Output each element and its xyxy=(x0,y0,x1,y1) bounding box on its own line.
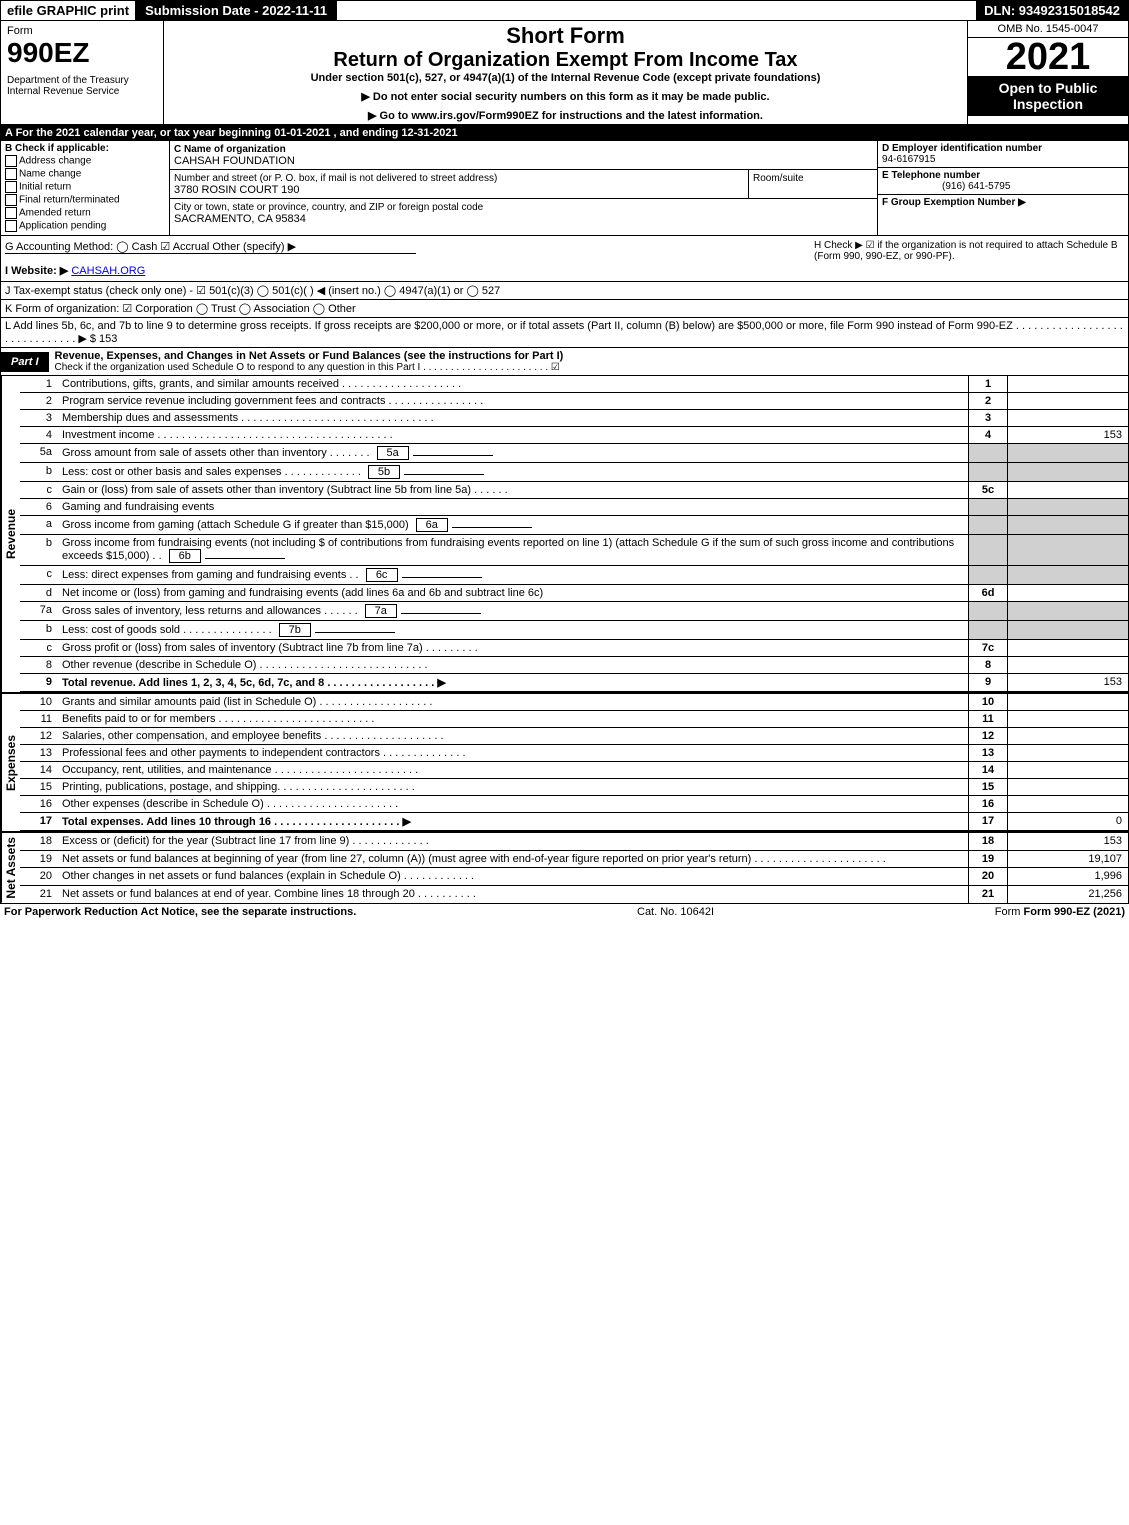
line-6b: bGross income from fundraising events (n… xyxy=(20,535,1128,566)
d-label: D Employer identification number xyxy=(882,143,1042,154)
expenses-section: Expenses 10Grants and similar amounts pa… xyxy=(0,692,1129,831)
part1-header: Part I Revenue, Expenses, and Changes in… xyxy=(0,348,1129,376)
line-5b: bLess: cost or other basis and sales exp… xyxy=(20,463,1128,482)
line-k: K Form of organization: ☑ Corporation ◯ … xyxy=(0,300,1129,318)
line-7a: 7aGross sales of inventory, less returns… xyxy=(20,602,1128,621)
line-14: 14Occupancy, rent, utilities, and mainte… xyxy=(20,762,1128,779)
submission-date: Submission Date - 2022-11-11 xyxy=(135,1,337,20)
line-1: 1Contributions, gifts, grants, and simil… xyxy=(20,376,1128,393)
part1-sub: Check if the organization used Schedule … xyxy=(55,362,1122,373)
footer-right: Form Form 990-EZ (2021) xyxy=(995,906,1125,918)
org-name: CAHSAH FOUNDATION xyxy=(174,155,295,167)
city-label: City or town, state or province, country… xyxy=(174,202,483,213)
line-20: 20Other changes in net assets or fund ba… xyxy=(20,868,1128,886)
cb-name-change[interactable]: Name change xyxy=(5,168,165,180)
phone-value: (916) 641-5795 xyxy=(882,181,1010,192)
line-13: 13Professional fees and other payments t… xyxy=(20,745,1128,762)
line-16: 16Other expenses (describe in Schedule O… xyxy=(20,796,1128,813)
cb-label: Application pending xyxy=(19,221,106,232)
line-6a: aGross income from gaming (attach Schedu… xyxy=(20,516,1128,535)
part1-tag: Part I xyxy=(1,352,49,372)
cb-label: Initial return xyxy=(19,182,71,193)
line-5a: 5aGross amount from sale of assets other… xyxy=(20,444,1128,463)
efile-link[interactable]: efile GRAPHIC print xyxy=(1,1,135,20)
form-header: Form 990EZ Department of the Treasury In… xyxy=(0,21,1129,125)
form-word: Form xyxy=(7,25,157,37)
line-8: 8Other revenue (describe in Schedule O) … xyxy=(20,657,1128,674)
line-2: 2Program service revenue including gover… xyxy=(20,393,1128,410)
footer-mid: Cat. No. 10642I xyxy=(637,906,714,918)
main-title: Return of Organization Exempt From Incom… xyxy=(172,49,959,72)
line-4: 4Investment income . . . . . . . . . . .… xyxy=(20,427,1128,444)
line-7b: bLess: cost of goods sold . . . . . . . … xyxy=(20,621,1128,640)
website-label: I Website: ▶ xyxy=(5,265,68,277)
footer-left: For Paperwork Reduction Act Notice, see … xyxy=(4,906,356,918)
street-label: Number and street (or P. O. box, if mail… xyxy=(174,173,497,184)
e-label: E Telephone number xyxy=(882,170,980,181)
col-def: D Employer identification number 94-6167… xyxy=(877,141,1128,235)
open-inspection: Open to Public Inspection xyxy=(968,76,1128,116)
cb-label: Amended return xyxy=(19,208,91,219)
cb-amended-return[interactable]: Amended return xyxy=(5,207,165,219)
city-value: SACRAMENTO, CA 95834 xyxy=(174,213,306,225)
street-value: 3780 ROSIN COURT 190 xyxy=(174,184,300,196)
line-15: 15Printing, publications, postage, and s… xyxy=(20,779,1128,796)
cb-application-pending[interactable]: Application pending xyxy=(5,220,165,232)
line-7c: cGross profit or (loss) from sales of in… xyxy=(20,640,1128,657)
section-b-to-f: B Check if applicable: Address change Na… xyxy=(0,141,1129,236)
cb-label: Final return/terminated xyxy=(19,195,120,206)
short-form-title: Short Form xyxy=(172,23,959,49)
revenue-section: Revenue 1Contributions, gifts, grants, a… xyxy=(0,376,1129,692)
revenue-label: Revenue xyxy=(1,376,20,692)
cb-address-change[interactable]: Address change xyxy=(5,155,165,167)
h-schedule-b: H Check ▶ ☑ if the organization is not r… xyxy=(814,240,1124,277)
room-label: Room/suite xyxy=(753,173,804,184)
c-label: C Name of organization xyxy=(174,144,286,155)
netassets-label: Net Assets xyxy=(1,833,20,903)
line-9: 9Total revenue. Add lines 1, 2, 3, 4, 5c… xyxy=(20,674,1128,692)
warning: ▶ Do not enter social security numbers o… xyxy=(172,90,959,103)
dln: DLN: 93492315018542 xyxy=(976,1,1128,20)
col-c: C Name of organization CAHSAH FOUNDATION… xyxy=(170,141,877,235)
col-b: B Check if applicable: Address change Na… xyxy=(1,141,170,235)
line-21: 21Net assets or fund balances at end of … xyxy=(20,885,1128,902)
cb-label: Name change xyxy=(19,169,81,180)
line-10: 10Grants and similar amounts paid (list … xyxy=(20,694,1128,711)
goto-link[interactable]: ▶ Go to www.irs.gov/Form990EZ for instru… xyxy=(172,109,959,122)
line-12: 12Salaries, other compensation, and empl… xyxy=(20,728,1128,745)
top-bar: efile GRAPHIC print Submission Date - 20… xyxy=(0,0,1129,21)
tax-year: 2021 xyxy=(968,38,1128,76)
website-link[interactable]: CAHSAH.ORG xyxy=(71,265,145,277)
ein-value: 94-6167915 xyxy=(882,154,935,165)
expenses-label: Expenses xyxy=(1,694,20,831)
cb-final-return[interactable]: Final return/terminated xyxy=(5,194,165,206)
line-17: 17Total expenses. Add lines 10 through 1… xyxy=(20,813,1128,831)
cb-label: Address change xyxy=(19,156,91,167)
cb-initial-return[interactable]: Initial return xyxy=(5,181,165,193)
f-label: F Group Exemption Number ▶ xyxy=(882,197,1026,208)
part1-title: Revenue, Expenses, and Changes in Net As… xyxy=(55,350,564,362)
accounting-method: G Accounting Method: ◯ Cash ☑ Accrual Ot… xyxy=(5,240,416,254)
line-18: 18Excess or (deficit) for the year (Subt… xyxy=(20,833,1128,850)
footer: For Paperwork Reduction Act Notice, see … xyxy=(0,904,1129,920)
b-header: B Check if applicable: xyxy=(5,143,165,154)
line-3: 3Membership dues and assessments . . . .… xyxy=(20,410,1128,427)
line-11: 11Benefits paid to or for members . . . … xyxy=(20,711,1128,728)
department: Department of the Treasury Internal Reve… xyxy=(7,75,157,97)
line-19: 19Net assets or fund balances at beginni… xyxy=(20,850,1128,868)
line-6d: dNet income or (loss) from gaming and fu… xyxy=(20,585,1128,602)
subtitle: Under section 501(c), 527, or 4947(a)(1)… xyxy=(172,72,959,84)
line-5c: cGain or (loss) from sale of assets othe… xyxy=(20,482,1128,499)
netassets-section: Net Assets 18Excess or (deficit) for the… xyxy=(0,831,1129,904)
line-6c: cLess: direct expenses from gaming and f… xyxy=(20,566,1128,585)
section-gh: G Accounting Method: ◯ Cash ☑ Accrual Ot… xyxy=(0,236,1129,282)
row-a-period: A For the 2021 calendar year, or tax yea… xyxy=(0,125,1129,141)
line-j: J Tax-exempt status (check only one) - ☑… xyxy=(0,282,1129,300)
line-l: L Add lines 5b, 6c, and 7b to line 9 to … xyxy=(0,318,1129,348)
line-6: 6Gaming and fundraising events xyxy=(20,499,1128,516)
form-number: 990EZ xyxy=(7,37,157,69)
